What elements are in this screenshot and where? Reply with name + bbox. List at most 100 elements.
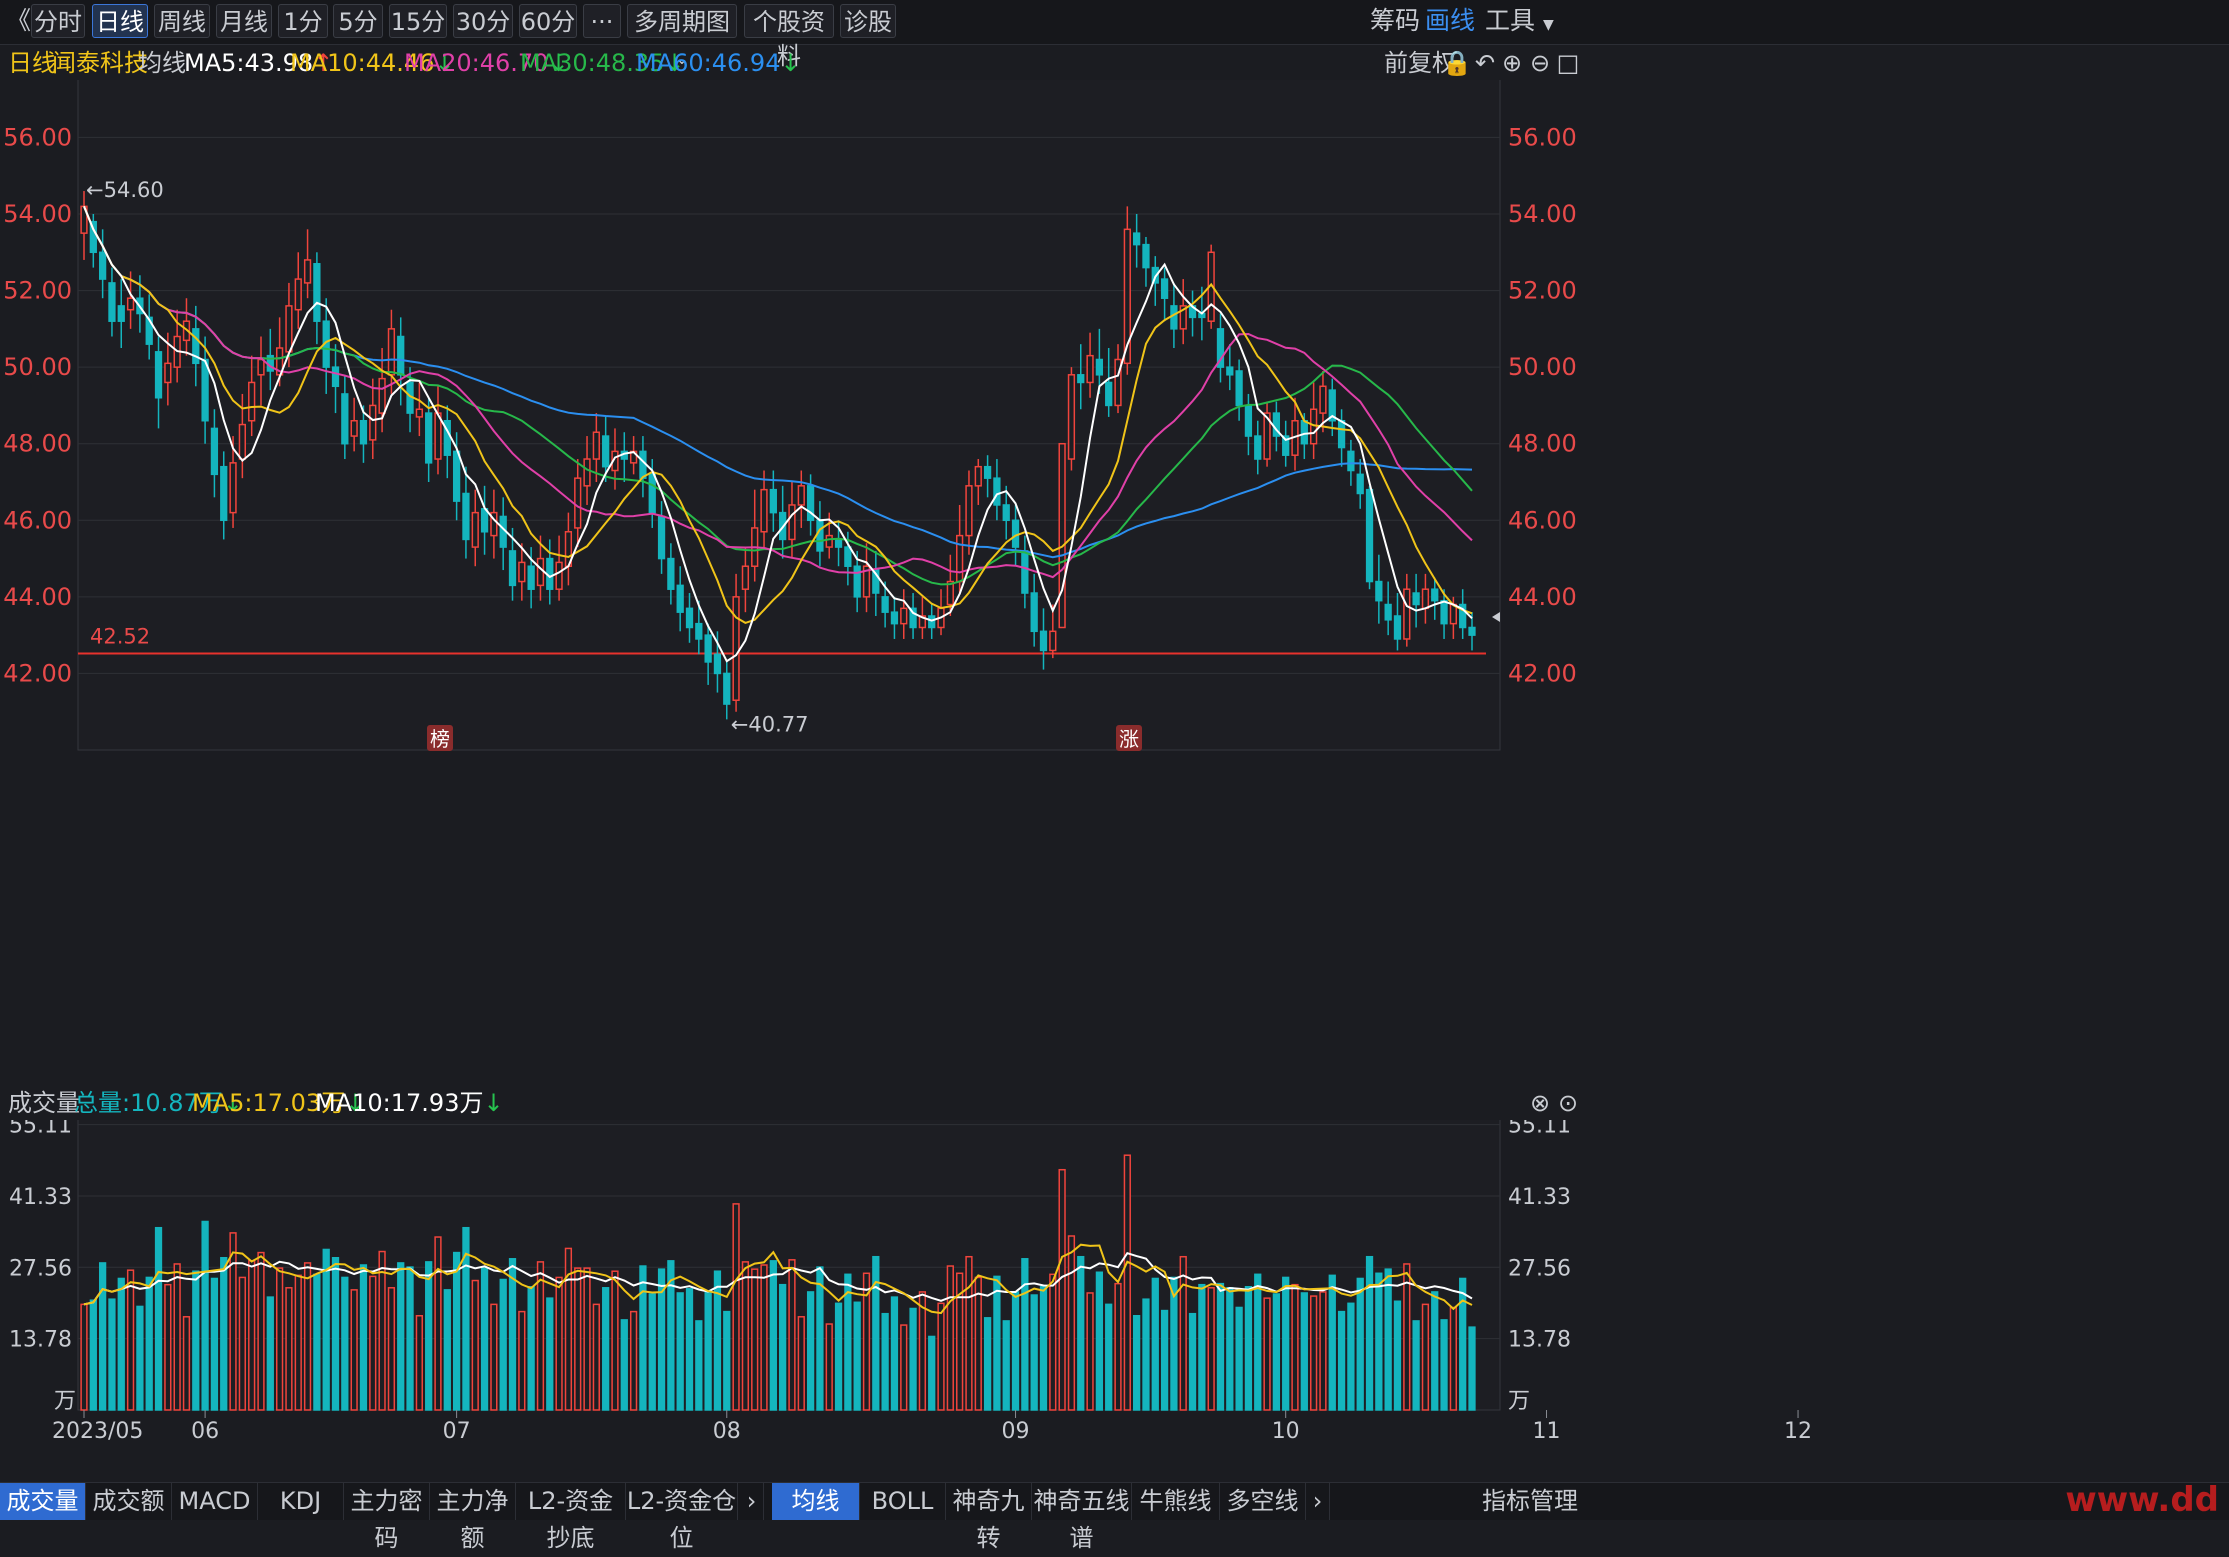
volume-bar-up <box>1421 1303 1430 1411</box>
tab-turnover[interactable]: 成交额 <box>86 1483 172 1520</box>
tab-volume[interactable]: 成交量 <box>0 1483 86 1520</box>
volume-bar-down <box>108 1298 116 1411</box>
chevron-right-icon[interactable]: › <box>1306 1483 1330 1520</box>
chevron-right-icon[interactable]: › <box>740 1483 764 1520</box>
ma-label[interactable]: 均线 <box>138 49 186 77</box>
lock-icon[interactable]: 🔒 <box>1442 49 1472 77</box>
volume-bar-up <box>741 1261 750 1411</box>
candle-down <box>452 450 461 502</box>
volume-bar-up <box>257 1251 265 1411</box>
volume-bar-up <box>1086 1292 1094 1411</box>
tab-boll[interactable]: BOLL <box>860 1483 946 1520</box>
candle-down <box>1459 603 1467 629</box>
event-tag: 涨 <box>1119 727 1139 751</box>
indicator-tabs: 成交量 成交额 MACD KDJ 主力密码 主力净额 L2-资金抄底 L2-资金… <box>0 1482 2229 1552</box>
diagnose-button[interactable]: 诊股 <box>840 4 896 38</box>
candle-down <box>145 316 153 345</box>
candle-up <box>974 465 982 487</box>
candle-down <box>425 412 433 464</box>
down-arrow-icon: ↓ <box>664 49 685 77</box>
volume-bar-down <box>1272 1293 1281 1411</box>
candle-up <box>415 408 423 418</box>
volume-bar-up <box>788 1259 796 1411</box>
volume-bar-down <box>834 1302 843 1411</box>
undo-icon[interactable]: ↶ <box>1474 49 1496 77</box>
tab-main-code[interactable]: 主力密码 <box>344 1483 430 1552</box>
tab-long-short[interactable]: 多空线 <box>1220 1483 1306 1520</box>
candle-up <box>126 297 135 311</box>
tab-5min[interactable]: 5分 <box>333 4 383 38</box>
zoom-in-icon[interactable]: ⊕ <box>1501 49 1523 77</box>
tab-30min[interactable]: 30分 <box>453 4 513 38</box>
indicator-manager[interactable]: 指标管理 <box>1482 1487 1578 1515</box>
y-tick-label-right: 44.00 <box>1508 583 1577 611</box>
candle-down <box>1393 615 1402 640</box>
volume-tick-left: 13.78 <box>9 1328 72 1353</box>
candle-down <box>676 584 684 613</box>
draw-line-button[interactable]: 画线 <box>1425 6 1476 35</box>
multi-period-dropdown[interactable]: 多周期图 ⌄ <box>627 4 737 68</box>
volume-bar-up <box>1049 1273 1057 1411</box>
volume-label[interactable]: 成交量 <box>8 1089 80 1117</box>
settings-icon[interactable]: ⊙ <box>1557 1089 1579 1117</box>
close-icon[interactable]: ⊗ <box>1529 1089 1551 1117</box>
tab-weekly[interactable]: 周线 <box>154 4 210 38</box>
volume-bar-down <box>1235 1306 1243 1411</box>
volume-bar-up <box>1403 1263 1411 1411</box>
volume-bar-up <box>387 1287 396 1411</box>
chips-button[interactable]: 筹码 <box>1370 6 1421 35</box>
tab-l2-position[interactable]: L2-资金仓位 <box>626 1483 738 1552</box>
candle-down <box>1235 370 1243 407</box>
volume-tick-right: 13.78 <box>1508 1328 1571 1353</box>
volume-bar-down <box>769 1260 777 1411</box>
volume-bar-down <box>620 1319 628 1411</box>
watermark: www.dd <box>2065 1480 2219 1520</box>
tab-daily[interactable]: 日线 <box>92 4 148 38</box>
tab-l2-bottom[interactable]: L2-资金抄底 <box>516 1483 626 1552</box>
tab-monthly[interactable]: 月线 <box>216 4 272 38</box>
candle-up <box>387 328 396 376</box>
tab-fenshi[interactable]: 分时 <box>31 4 85 38</box>
zoom-out-icon[interactable]: ⊖ <box>1529 49 1551 77</box>
window-icon[interactable]: □ <box>1556 49 1580 77</box>
tab-macd[interactable]: MACD <box>172 1483 258 1520</box>
high-annotation: ←54.60 <box>86 178 164 202</box>
candle-down <box>98 251 107 280</box>
volume-ma10: MA10:17.93万↓ <box>315 1089 504 1117</box>
tools-menu[interactable]: 工具 ▼ <box>1485 4 1554 38</box>
volume-bar-up <box>1179 1255 1187 1411</box>
tab-1min[interactable]: 1分 <box>278 4 328 38</box>
adjust-mode[interactable]: 前复权 <box>1384 49 1456 77</box>
volume-bar-up <box>173 1263 181 1411</box>
up-arrow-icon: ↑ <box>313 49 334 77</box>
tab-bull-bear[interactable]: 牛熊线 <box>1132 1483 1220 1520</box>
more-periods-button[interactable]: ··· <box>583 4 621 38</box>
candlestick-chart[interactable]: 56.00 56.00 54.00 54.00 52.00 52.00 50.00 50.00… <box>0 80 2229 1080</box>
back-button[interactable]: 《 <box>6 6 32 35</box>
candle-down <box>881 596 889 613</box>
stock-name[interactable]: 闻泰科技 <box>52 49 148 77</box>
volume-bar-up <box>956 1272 964 1411</box>
tab-kdj[interactable]: KDJ <box>258 1483 344 1520</box>
tab-ma[interactable]: 均线 <box>772 1483 860 1520</box>
candle-down <box>1216 328 1225 368</box>
candle-down <box>1337 419 1346 449</box>
tab-magic-nine[interactable]: 神奇九转 <box>946 1483 1032 1552</box>
volume-chart[interactable]: 55.11 55.11 41.33 41.33 27.56 27.56 13.78 13.78… <box>0 1120 2229 1482</box>
candle-down <box>704 634 712 663</box>
volume-bar-down <box>1002 1320 1010 1411</box>
volume-bar-down <box>452 1251 461 1411</box>
tab-magic-five[interactable]: 神奇五线谱 <box>1032 1483 1132 1552</box>
stock-info-button[interactable]: 个股资料 <box>744 4 834 70</box>
tab-15min[interactable]: 15分 <box>389 4 447 38</box>
candle-down <box>462 492 470 541</box>
candle-down <box>872 569 880 594</box>
volume-bar-down <box>1142 1298 1150 1411</box>
volume-bar-up <box>1291 1283 1299 1411</box>
tab-60min[interactable]: 60分 <box>519 4 577 38</box>
volume-bar-down <box>909 1307 917 1411</box>
volume-bar-down <box>98 1262 107 1411</box>
tab-main-net[interactable]: 主力净额 <box>430 1483 516 1552</box>
candle-down <box>1244 404 1253 437</box>
candle-down <box>89 220 97 254</box>
